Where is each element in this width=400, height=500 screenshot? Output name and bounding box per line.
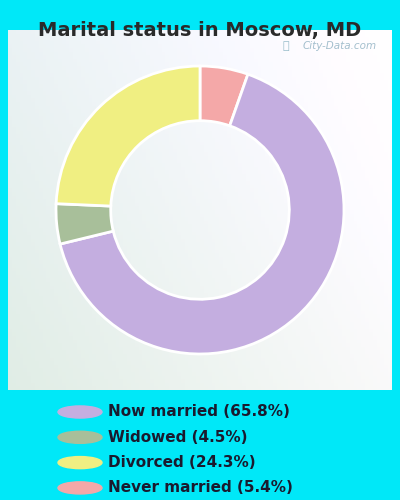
Text: Marital status in Moscow, MD: Marital status in Moscow, MD [38, 21, 362, 40]
Wedge shape [56, 66, 200, 206]
Text: ⓘ: ⓘ [283, 41, 290, 51]
Text: Now married (65.8%): Now married (65.8%) [108, 404, 290, 419]
Circle shape [58, 482, 102, 494]
Text: Never married (5.4%): Never married (5.4%) [108, 480, 293, 496]
Text: Widowed (4.5%): Widowed (4.5%) [108, 430, 248, 445]
Wedge shape [56, 204, 113, 244]
Circle shape [58, 431, 102, 444]
Wedge shape [60, 74, 344, 354]
Circle shape [58, 456, 102, 468]
Text: Divorced (24.3%): Divorced (24.3%) [108, 455, 256, 470]
Text: City-Data.com: City-Data.com [302, 41, 376, 51]
Wedge shape [200, 66, 248, 126]
Circle shape [58, 406, 102, 418]
